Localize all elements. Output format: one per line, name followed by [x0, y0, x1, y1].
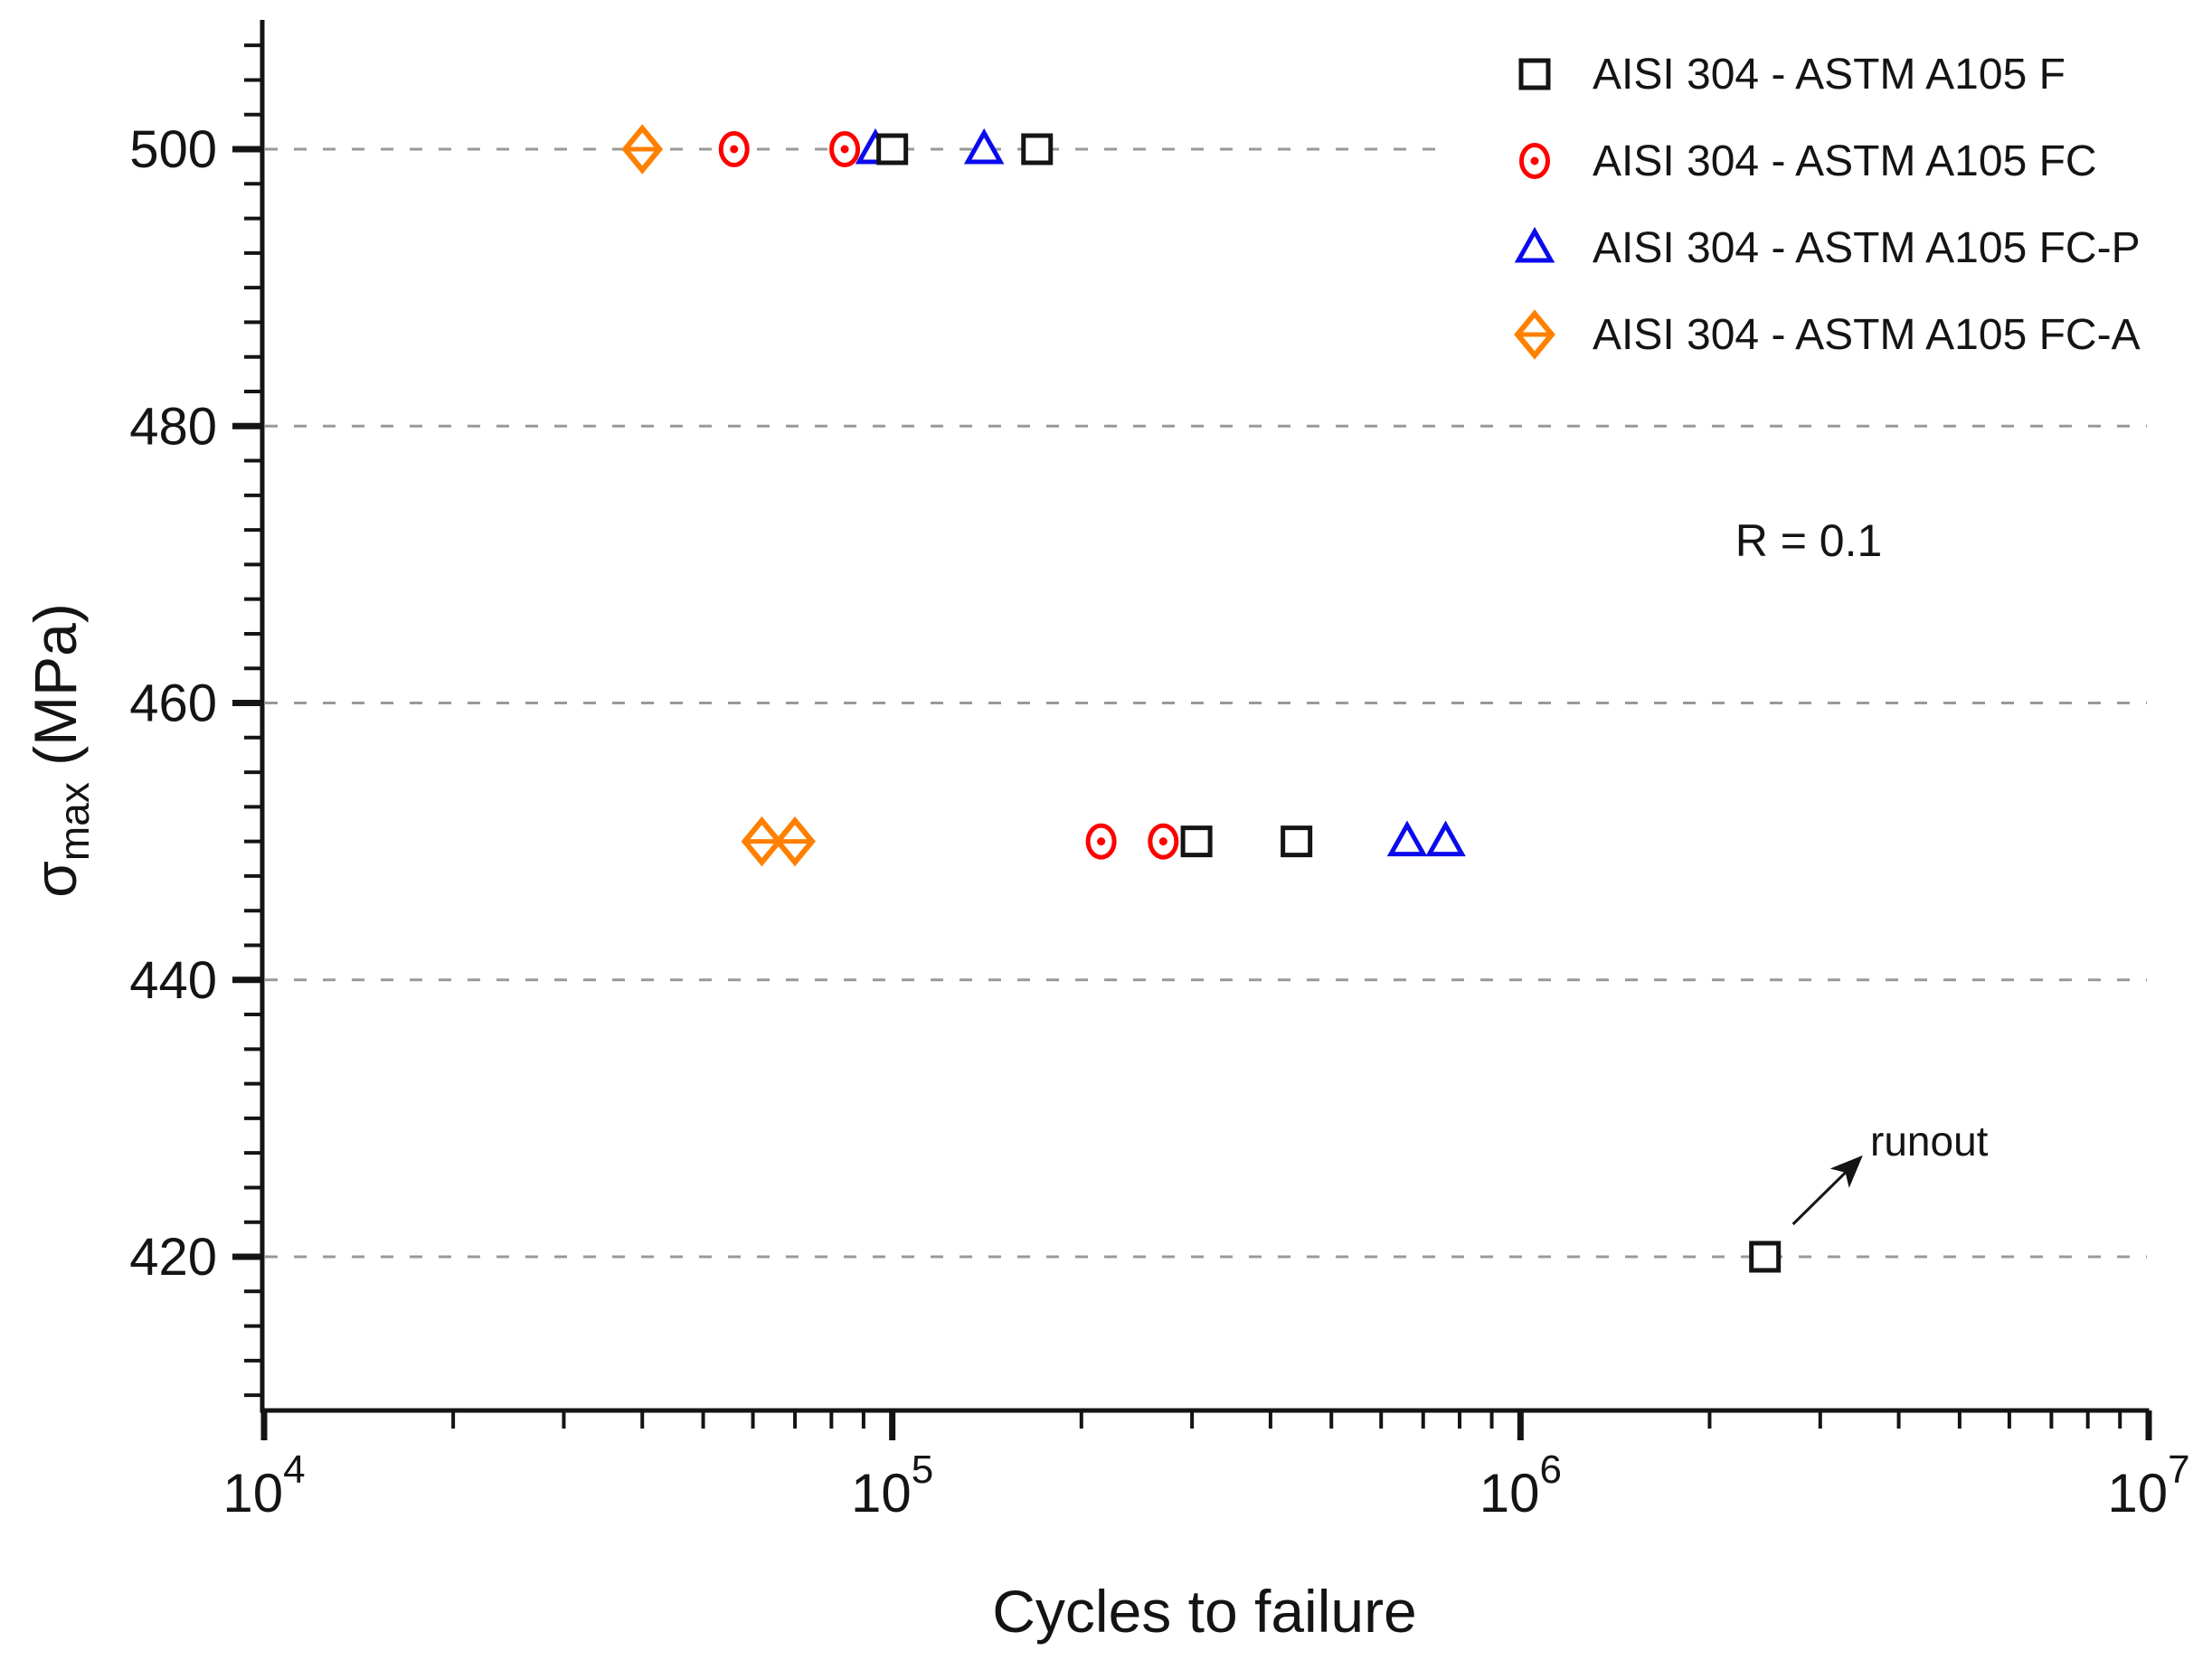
- marker-circle-dot: [840, 145, 849, 154]
- marker-triangle: [1425, 820, 1466, 857]
- marker-circle-dot: [1158, 837, 1167, 846]
- sigma-subscript: max: [51, 782, 98, 862]
- x-axis-title: Cycles to failure: [992, 1578, 1417, 1645]
- series-diamond-line: [621, 124, 816, 867]
- y-tick-label: 420: [129, 1228, 217, 1287]
- marker-square: [1021, 133, 1054, 165]
- legend-marker-diamond-line: [1514, 309, 1555, 360]
- legend-item: AISI 304 - ASTM A105 FC-P: [1508, 204, 2141, 291]
- legend-item: AISI 304 - ASTM A105 FC: [1508, 118, 2141, 204]
- runout-annotation: runout: [1870, 1118, 1989, 1165]
- sigma-symbol: σ: [22, 861, 89, 898]
- y-tick-label: 460: [129, 674, 217, 733]
- x-tick-label: 107: [2107, 1448, 2189, 1523]
- y-axis-title: σmax (MPa): [21, 603, 99, 898]
- y-tick-label: 500: [129, 120, 217, 179]
- legend-label: AISI 304 - ASTM A105 FC: [1593, 137, 2097, 185]
- marker-square: [1749, 1240, 1782, 1273]
- marker-triangle: [1514, 226, 1555, 263]
- marker-square: [1180, 825, 1213, 858]
- x-tick-label: 105: [851, 1448, 933, 1523]
- legend-item: AISI 304 - ASTM A105 F: [1508, 31, 2141, 118]
- marker-circle-dot: [1530, 156, 1539, 165]
- legend-item: AISI 304 - ASTM A105 FC-A: [1508, 291, 2141, 378]
- runout-arrow: [1791, 1155, 1863, 1226]
- legend-marker-circle-dot: [1519, 143, 1550, 179]
- x-tick-label: 104: [222, 1448, 305, 1523]
- marker-triangle: [963, 127, 1005, 165]
- marker-square: [876, 133, 909, 165]
- legend-marker-triangle: [1514, 226, 1555, 263]
- y-tick-label: 440: [129, 951, 217, 1010]
- marker-square: [1281, 825, 1313, 858]
- legend: AISI 304 - ASTM A105 F AISI 304 - ASTM A1…: [1508, 31, 2141, 378]
- marker-circle-dot: [1097, 837, 1106, 846]
- series-circle-dot: [718, 131, 1179, 860]
- x-tick-label: 106: [1479, 1448, 1562, 1523]
- series-square: [876, 133, 1782, 1273]
- legend-label: AISI 304 - ASTM A105 FC-A: [1593, 310, 2141, 359]
- series-triangle: [855, 127, 1466, 857]
- y-tick-label: 480: [129, 397, 217, 456]
- r-ratio-annotation: R = 0.1: [1735, 515, 1883, 566]
- marker-triangle: [1386, 820, 1428, 857]
- marker-circle-dot: [730, 145, 739, 154]
- legend-marker-square: [1518, 58, 1551, 90]
- y-axis-unit: (MPa): [22, 603, 89, 783]
- marker-square: [1518, 58, 1551, 90]
- legend-label: AISI 304 - ASTM A105 FC-P: [1593, 223, 2141, 272]
- legend-label: AISI 304 - ASTM A105 F: [1593, 50, 2065, 99]
